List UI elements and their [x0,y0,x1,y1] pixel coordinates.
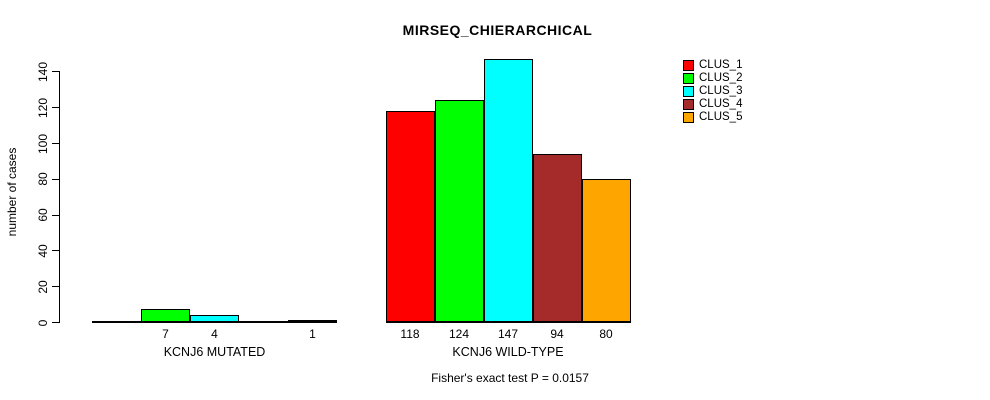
y-axis-tick [52,214,59,216]
y-axis-tick [52,322,59,323]
legend-row-clus_5: CLUS_5 [683,111,742,124]
legend-label: CLUS_5 [699,111,743,123]
bar-value-label: 94 [550,327,564,341]
y-axis-tick-label: 40 [36,244,50,258]
group-baseline [92,321,337,323]
legend-row-clus_1: CLUS_1 [683,59,742,72]
y-axis-tick [52,250,59,252]
bar-value-label: 118 [400,327,420,341]
legend-row-clus_2: CLUS_2 [683,72,742,85]
bar-value-label: 80 [599,327,613,341]
legend-swatch-icon [683,60,694,71]
group-baseline [385,321,631,323]
y-axis-tick-label: 80 [36,172,50,186]
y-axis-tick [52,71,59,73]
bar-value-label: 147 [497,327,519,341]
bar-clus_5 [581,178,631,322]
bar-clus_1 [385,110,435,322]
bar-clus_5 [288,320,337,322]
x-group-label: KCNJ6 WILD-TYPE [452,345,564,359]
legend-swatch-icon [683,99,694,110]
y-axis-tick-label: 140 [36,61,50,82]
bar-clus_2 [141,309,190,322]
legend: CLUS_1 CLUS_2 CLUS_3 CLUS_4 CLUS_5 [683,59,742,124]
y-axis-tick-label: 0 [36,319,50,326]
legend-label: CLUS_4 [699,98,743,110]
y-axis-tick [52,107,59,109]
chart-title: MIRSEQ_CHIERARCHICAL [402,22,593,38]
bar-clus_4 [532,153,582,322]
legend-row-clus_3: CLUS_3 [683,85,742,98]
legend-label: CLUS_2 [699,72,743,84]
y-axis-tick [52,143,59,144]
y-axis-tick-label: 120 [36,97,50,118]
legend-swatch-icon [683,86,694,97]
y-axis-tick-label: 100 [36,133,50,154]
y-axis-label: number of cases [5,147,19,237]
bar-value-label: 4 [211,327,218,341]
bar-clus_3 [190,314,239,322]
legend-row-clus_4: CLUS_4 [683,98,742,111]
bar-value-label: 7 [162,327,169,341]
bar-value-label: 1 [309,327,316,341]
y-axis-tick [52,286,59,288]
y-axis-tick [52,178,59,180]
y-axis-line [59,71,60,323]
y-axis-tick-label: 20 [36,280,50,294]
bar-value-label: 124 [448,327,470,341]
legend-label: CLUS_3 [699,85,743,97]
bar-clus_2 [434,100,484,322]
y-axis-tick-label: 60 [36,208,50,222]
legend-swatch-icon [683,73,694,84]
legend-label: CLUS_1 [699,59,743,71]
legend-swatch-icon [683,112,694,123]
caption-fisher-test: Fisher's exact test P = 0.0157 [431,371,589,385]
bar-clus_3 [483,58,533,322]
x-group-label: KCNJ6 MUTATED [163,345,266,359]
